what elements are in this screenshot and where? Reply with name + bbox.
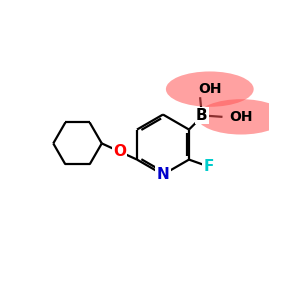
Text: OH: OH xyxy=(198,82,221,96)
Ellipse shape xyxy=(166,71,254,107)
Text: N: N xyxy=(157,167,169,182)
Text: OH: OH xyxy=(229,110,253,124)
Ellipse shape xyxy=(197,99,285,134)
Text: O: O xyxy=(113,144,126,159)
Text: F: F xyxy=(203,159,214,174)
Text: B: B xyxy=(196,108,208,123)
